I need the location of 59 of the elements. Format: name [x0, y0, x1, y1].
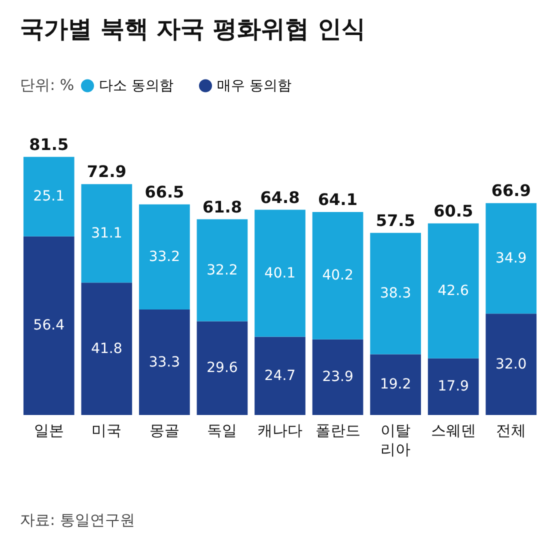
data-label: 38.3	[380, 286, 412, 302]
data-label: 31.1	[91, 225, 122, 242]
x-tick-label: 폴란드	[315, 422, 360, 440]
data-label: 17.9	[438, 378, 469, 395]
total-label: 64.1	[318, 190, 358, 210]
x-tick-label: 전체	[496, 422, 526, 440]
data-label: 33.3	[148, 354, 180, 370]
chart-title: 국가별 북핵 자국 평화위협 인식	[20, 15, 366, 43]
bar	[254, 336, 306, 415]
data-label: 25.1	[33, 188, 64, 205]
total-label: 61.8	[202, 197, 242, 216]
data-label: 32.0	[496, 356, 527, 372]
x-tick-label: 일본	[34, 422, 64, 440]
x-tick-label: 이탈리아	[380, 422, 411, 458]
data-label: 42.6	[438, 282, 470, 299]
text: 자료: 통일연구원	[20, 511, 135, 529]
x-tick-label: 독일	[207, 422, 238, 440]
total-label: 66.9	[491, 181, 531, 200]
bar	[81, 282, 132, 415]
bar	[486, 314, 537, 415]
x-tick-label: 미국	[92, 422, 122, 440]
data-label: 32.2	[206, 262, 238, 278]
data-label: 56.4	[33, 318, 65, 334]
bar	[254, 210, 306, 337]
data-label: 29.6	[206, 360, 238, 376]
legend-label: 매우 동의함	[217, 78, 292, 94]
total-label: 57.5	[376, 210, 416, 230]
bar	[23, 156, 74, 236]
data-label: 41.8	[91, 340, 122, 357]
bar	[81, 184, 132, 283]
total-label: 66.5	[144, 182, 184, 202]
data-label: 24.7	[264, 368, 296, 384]
legend-label: 다소 동의함	[99, 78, 174, 94]
x-tick-label: 몽골	[149, 422, 180, 440]
bar	[312, 212, 364, 340]
bar	[486, 203, 537, 314]
bar	[428, 223, 479, 358]
x-tick-label: 스웨덴	[430, 422, 476, 440]
bar	[370, 232, 421, 354]
data-label: 40.1	[264, 265, 296, 282]
text: 단위: %	[20, 76, 74, 94]
data-label: 19.2	[380, 376, 412, 393]
data-label: 34.9	[496, 250, 527, 266]
total-label: 64.8	[260, 188, 300, 207]
bar	[370, 354, 421, 415]
bar	[139, 310, 190, 415]
total-label: 60.5	[434, 201, 474, 220]
x-tick-label: 캐나다	[258, 422, 302, 440]
data-label: 40.2	[322, 268, 354, 284]
data-label: 23.9	[322, 369, 354, 386]
bar	[196, 321, 248, 415]
bar	[312, 339, 364, 415]
bar	[23, 236, 74, 415]
data-label: 33.2	[148, 248, 180, 265]
total-label: 81.5	[29, 134, 69, 154]
bar	[428, 358, 479, 415]
bar	[139, 204, 190, 310]
bar	[196, 219, 248, 322]
total-label: 72.9	[86, 162, 126, 182]
